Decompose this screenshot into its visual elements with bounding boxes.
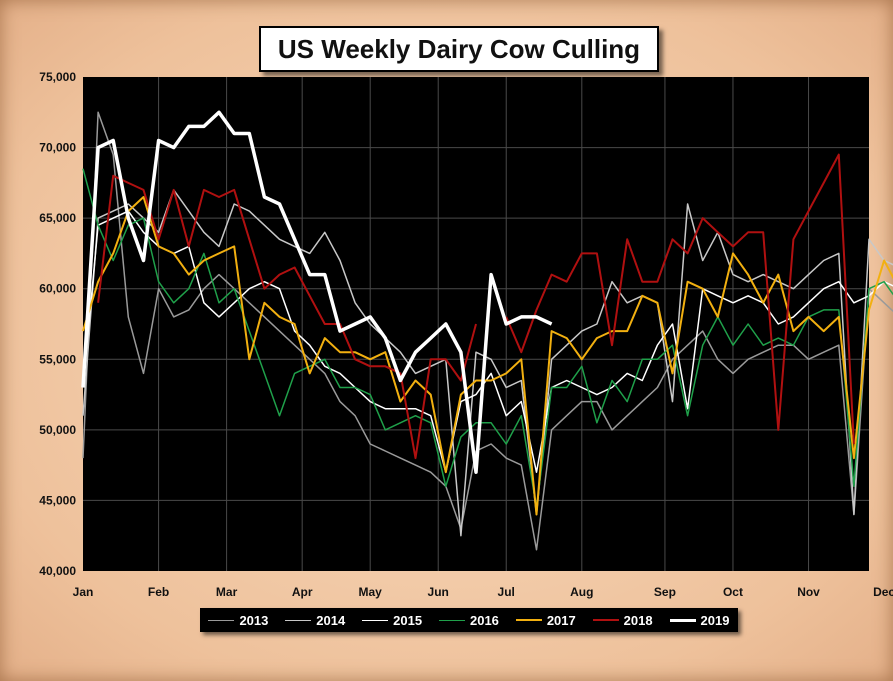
legend-label: 2016 xyxy=(469,612,499,628)
x-tick-label-oct: Oct xyxy=(723,585,743,599)
y-tick-label: 40,000 xyxy=(39,564,76,578)
x-tick-label-jan: Jan xyxy=(73,585,94,599)
legend-label: 2019 xyxy=(700,612,730,628)
legend-swatch xyxy=(208,619,235,621)
x-tick-label-sep: Sep xyxy=(654,585,676,599)
legend-label: 2018 xyxy=(623,612,653,628)
legend-label: 2014 xyxy=(316,612,346,628)
x-tick-label-nov: Nov xyxy=(797,585,820,599)
legend-swatch xyxy=(285,619,312,621)
legend-item-2016: 2016 xyxy=(438,612,499,628)
x-tick-label-apr: Apr xyxy=(292,585,313,599)
legend-label: 2013 xyxy=(239,612,269,628)
y-tick-label: 75,000 xyxy=(39,70,76,84)
legend-swatch xyxy=(515,619,542,621)
legend-item-2013: 2013 xyxy=(208,613,268,628)
series-line-2019 xyxy=(81,110,553,474)
y-axis-tick-labels: 40,000 45,000 50,000 55,000 60,000 65,000 70,0… xyxy=(39,70,76,578)
legend-swatch xyxy=(592,619,619,621)
legend-item-2015: 2015 xyxy=(362,613,422,628)
y-tick-label: 70,000 xyxy=(39,141,76,155)
legend-swatch xyxy=(362,619,389,621)
legend-item-2017: 2017 xyxy=(515,612,576,628)
series-line-2017 xyxy=(82,196,893,516)
series-line-2015 xyxy=(82,210,893,473)
chart-title: US Weekly Dairy Cow Culling xyxy=(259,26,659,72)
y-tick-label: 50,000 xyxy=(39,423,76,437)
legend: 2013 2014 2015 2016 2017 2018 2019 xyxy=(200,608,738,632)
legend-label: 2015 xyxy=(393,612,423,628)
legend-item-2018: 2018 xyxy=(592,612,653,628)
x-tick-label-may: May xyxy=(359,585,383,599)
legend-item-2014: 2014 xyxy=(285,613,345,628)
legend-label: 2017 xyxy=(546,612,576,628)
legend-swatch xyxy=(438,619,465,621)
series-line-2018 xyxy=(97,153,855,460)
series-line-2014 xyxy=(82,189,893,537)
y-tick-label: 60,000 xyxy=(39,282,76,296)
legend-swatch xyxy=(669,618,696,622)
y-tick-label: 55,000 xyxy=(39,352,76,366)
y-tick-label: 65,000 xyxy=(39,211,76,225)
legend-item-2019: 2019 xyxy=(669,612,730,628)
series-line-2016 xyxy=(82,168,893,509)
x-tick-label-feb: Feb xyxy=(148,585,169,599)
x-tick-label-mar: Mar xyxy=(216,585,238,599)
x-axis-tick-labels: Jan Feb Mar Apr May Jun Jul Aug Sep Oct Nov Dec xyxy=(73,585,893,599)
series-line-2013 xyxy=(82,111,893,551)
y-tick-label: 45,000 xyxy=(39,493,76,507)
x-tick-label-jun: Jun xyxy=(428,585,449,599)
series-lines xyxy=(81,110,893,551)
x-tick-label-aug: Aug xyxy=(570,585,593,599)
x-tick-label-jul: Jul xyxy=(498,585,515,599)
x-tick-label-dec: Dec xyxy=(873,585,893,599)
